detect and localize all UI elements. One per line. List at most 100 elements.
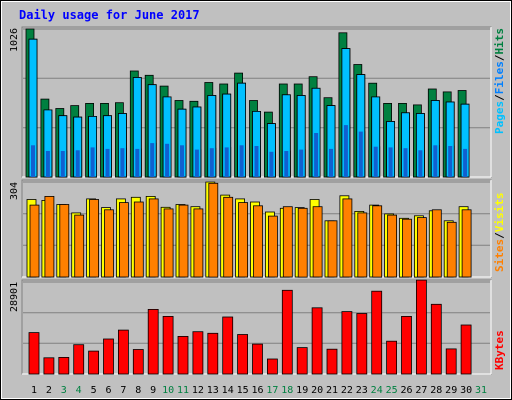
kbytes-bar-day-27 (415, 279, 427, 375)
pages-inner-bar-day-6 (105, 148, 110, 177)
legend-text: KBytes (493, 330, 506, 370)
pages-inner-bar-day-30 (463, 148, 468, 177)
pages-inner-bar-day-12 (194, 149, 199, 177)
legend-sites: Sites (493, 239, 506, 272)
day-label-27: 27 (415, 385, 427, 396)
day-label-12: 12 (192, 385, 204, 396)
sites-bar-day-24 (372, 205, 383, 278)
day-label-9: 9 (150, 385, 156, 396)
kbytes-bar-day-25 (386, 340, 398, 375)
sites-bar-day-25 (387, 214, 398, 278)
kbytes-bar-day-28 (430, 303, 442, 375)
day-label-15: 15 (237, 385, 249, 396)
sites-bar-day-28 (431, 209, 442, 278)
sites-bar-day-21 (327, 220, 338, 278)
sites-bar-day-13 (208, 182, 219, 278)
day-label-31: 31 (475, 385, 487, 396)
day-label-22: 22 (341, 385, 353, 396)
kbytes-bar-day-10 (162, 315, 174, 375)
pages-inner-bar-day-4 (75, 150, 80, 177)
sites-bar-day-19 (297, 207, 308, 278)
kbytes-bar-day-29 (445, 348, 457, 375)
sites-bar-day-30 (461, 209, 472, 278)
sites-bar-day-7 (119, 202, 129, 278)
legend-pages: Pages (493, 101, 506, 134)
pages-inner-bar-day-15 (239, 145, 244, 177)
day-label-28: 28 (430, 385, 442, 396)
pages-inner-bar-day-25 (388, 147, 393, 177)
day-label-20: 20 (311, 385, 323, 396)
day-label-8: 8 (135, 385, 141, 396)
day-label-14: 14 (222, 385, 234, 396)
pages-inner-bar-day-29 (448, 146, 453, 177)
sites-bar-day-9 (148, 198, 159, 278)
visits-sites-panel: 304 Sites/Visits (9, 179, 506, 278)
legend-separator: / (493, 54, 506, 61)
sites-bar-day-14 (223, 196, 234, 278)
day-label-10: 10 (162, 385, 174, 396)
kbytes-bar-day-7 (118, 329, 129, 375)
middle-y-tick-label: 304 (9, 182, 20, 200)
day-label-1: 1 (31, 385, 37, 396)
sites-bar-day-27 (416, 217, 427, 278)
pages-inner-bar-day-2 (45, 151, 50, 177)
sites-bar-day-18 (282, 206, 293, 278)
day-label-2: 2 (46, 385, 52, 396)
pages-inner-bar-day-27 (418, 150, 423, 177)
day-label-7: 7 (120, 385, 126, 396)
pages-inner-bar-day-24 (373, 146, 378, 177)
pages-inner-bar-day-9 (150, 143, 155, 177)
sites-bar-day-20 (312, 206, 323, 278)
legend-hits: Hits (493, 28, 506, 55)
pages-inner-bar-day-16 (254, 146, 259, 177)
sites-bar-day-2 (44, 195, 55, 278)
kbytes-bar-day-8 (132, 349, 144, 375)
kbytes-bar-day-1 (28, 332, 40, 375)
pages-inner-bar-day-21 (329, 148, 333, 177)
kbytes-bar-day-3 (58, 356, 70, 375)
day-label-29: 29 (445, 385, 457, 396)
kbytes-bar-day-13 (207, 332, 219, 375)
pages-inner-bar-day-11 (180, 145, 184, 177)
sites-bar-day-29 (446, 221, 457, 278)
day-label-13: 13 (207, 385, 219, 396)
sites-bar-day-10 (163, 208, 174, 278)
kbytes-bar-day-20 (311, 307, 323, 375)
day-label-11: 11 (177, 385, 189, 396)
kbytes-panel: 28901 KBytes (9, 279, 506, 375)
kbytes-bar-day-26 (401, 315, 412, 375)
kbytes-bar-day-24 (371, 290, 383, 375)
chart-title: Daily usage for June 2017 (19, 8, 200, 22)
sites-bar-day-23 (357, 212, 368, 278)
pages-inner-bar-day-14 (224, 147, 229, 177)
kbytes-bar-day-16 (252, 343, 263, 375)
pages-inner-bar-day-22 (343, 125, 348, 177)
middle-legend: Sites/Visits (493, 193, 506, 273)
day-label-24: 24 (371, 385, 383, 396)
sites-bar-day-11 (178, 204, 189, 278)
pages-inner-bar-day-7 (120, 148, 125, 177)
kbytes-bar-day-19 (296, 347, 308, 375)
legend-separator: / (493, 232, 506, 239)
pages-inner-bar-day-5 (90, 147, 95, 177)
kbytes-bar-day-21 (326, 348, 338, 375)
legend-visits: Visits (493, 193, 506, 233)
sites-bar-day-1 (29, 204, 40, 278)
kbytes-bar-day-6 (103, 338, 114, 375)
day-label-30: 30 (460, 385, 472, 396)
day-label-5: 5 (91, 385, 97, 396)
kbytes-bar-day-9 (147, 308, 159, 375)
legend-files: Files (493, 61, 506, 94)
pages-inner-bar-day-19 (299, 149, 304, 177)
kbytes-bar-day-4 (73, 344, 85, 375)
legend-text: Sites/Visits (493, 193, 506, 273)
legend-separator: / (493, 94, 506, 101)
legend-kbytes: KBytes (493, 330, 506, 370)
pages-inner-bar-day-18 (284, 151, 289, 177)
kbytes-bar-day-15 (237, 334, 249, 375)
kbytes-bar-day-22 (341, 311, 353, 375)
pages-inner-bar-day-26 (403, 148, 408, 177)
sites-bar-day-16 (253, 205, 263, 278)
